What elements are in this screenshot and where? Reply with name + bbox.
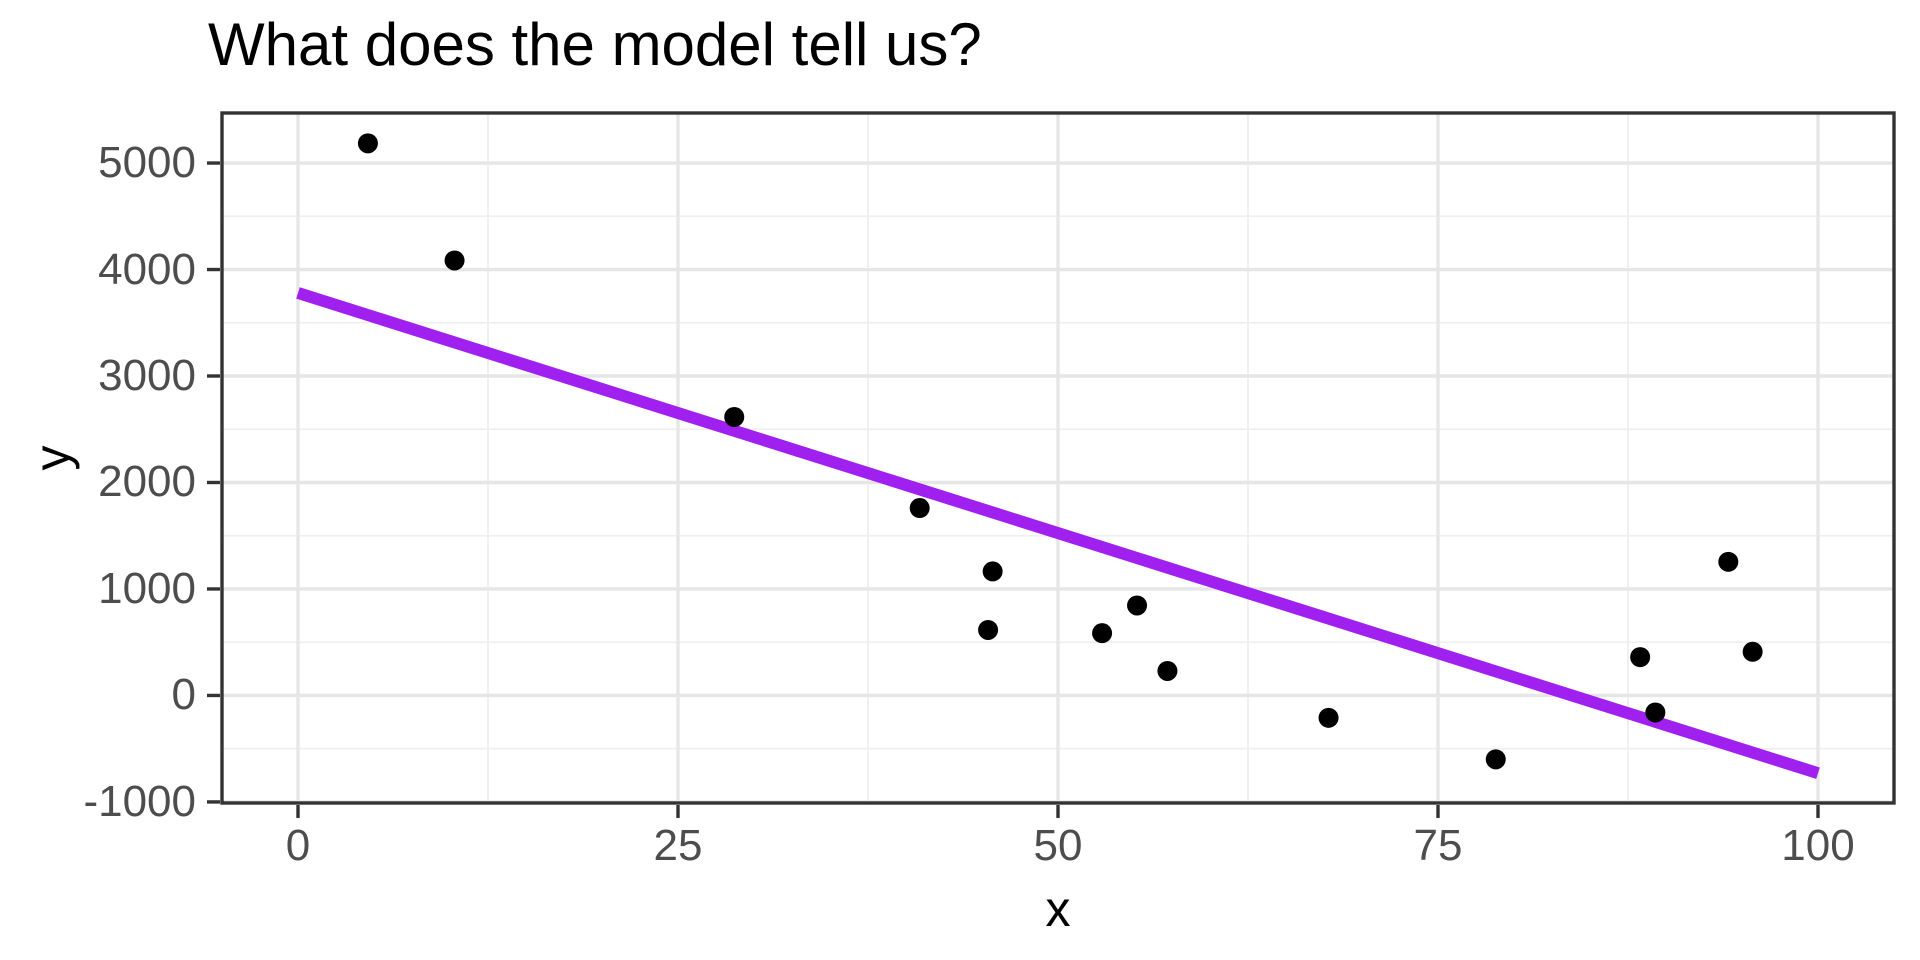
y-tick-label: 5000 — [98, 138, 196, 188]
x-tick-label: 75 — [1413, 821, 1463, 870]
data-point — [1157, 660, 1178, 681]
x-axis-title-text: x — [1045, 881, 1071, 937]
x-axis-title: x — [0, 880, 1920, 938]
y-tick-label: -1000 — [83, 776, 196, 826]
y-tick-label: 2000 — [98, 457, 196, 507]
trend-line — [296, 287, 1820, 779]
data-point — [1485, 749, 1506, 770]
x-tick-label: 25 — [653, 821, 703, 870]
x-tick-label: 50 — [1033, 821, 1083, 870]
y-tick-label: 0 — [171, 670, 196, 720]
data-point — [444, 250, 465, 271]
y-tick-label: 1000 — [98, 563, 196, 613]
data-point — [1318, 707, 1339, 728]
data-point — [724, 407, 745, 428]
data-point — [1630, 647, 1651, 668]
data-point — [357, 133, 378, 154]
panel-border — [220, 111, 1896, 805]
data-point — [1742, 641, 1763, 662]
x-tick-label: 100 — [1781, 821, 1855, 870]
data-point — [1718, 551, 1739, 572]
data-point — [978, 619, 999, 640]
data-point — [1092, 623, 1113, 644]
data-point — [982, 561, 1003, 582]
data-point — [1127, 595, 1148, 616]
x-tick-label: 0 — [285, 821, 311, 870]
data-point — [1645, 702, 1666, 723]
y-tick-label: 3000 — [98, 351, 196, 400]
data-point — [909, 498, 930, 519]
chart-title: What does the model tell us? — [208, 11, 982, 78]
y-tick-label: 4000 — [98, 244, 196, 294]
